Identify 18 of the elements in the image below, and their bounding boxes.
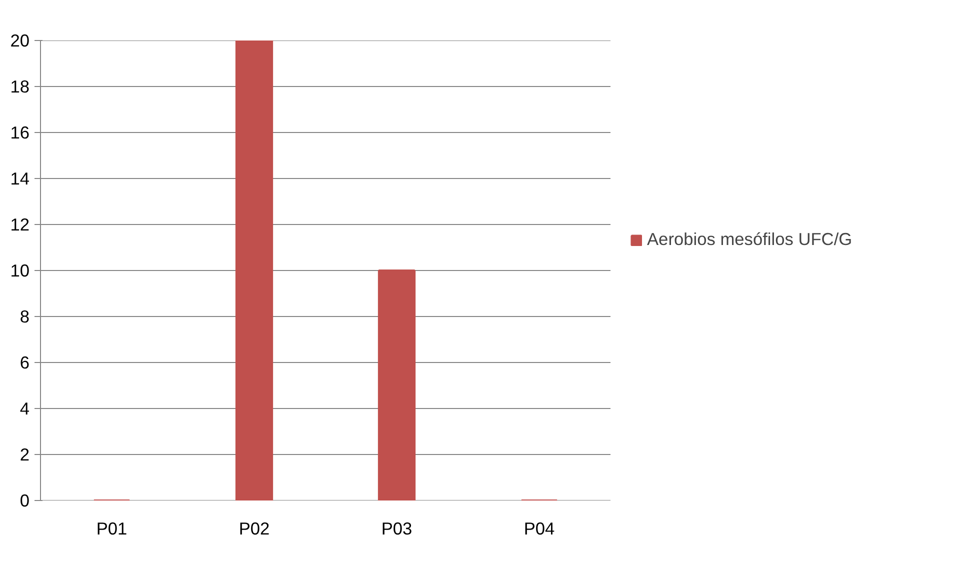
y-tick-label: 18 [10, 76, 30, 96]
y-tick-label: 2 [20, 444, 30, 464]
y-tick-label: 4 [20, 398, 30, 418]
x-tick-label: P04 [524, 518, 556, 538]
y-tick-label: 10 [10, 260, 30, 280]
y-tick-label: 0 [20, 490, 30, 510]
y-tick-label: 8 [20, 306, 30, 326]
y-tick-label: 12 [10, 214, 30, 234]
y-tick-label: 14 [10, 168, 30, 188]
y-tick-label: 20 [10, 30, 30, 50]
bar [235, 40, 274, 500]
x-tick-label: P03 [381, 518, 412, 538]
y-tick-label: 16 [10, 122, 30, 142]
x-tick-label: P01 [96, 518, 128, 538]
x-tick-label: P02 [238, 518, 270, 538]
bar [378, 270, 416, 500]
y-tick-label: 6 [20, 352, 30, 372]
legend-label: Aerobios mesófilos UFC/G [647, 229, 852, 250]
